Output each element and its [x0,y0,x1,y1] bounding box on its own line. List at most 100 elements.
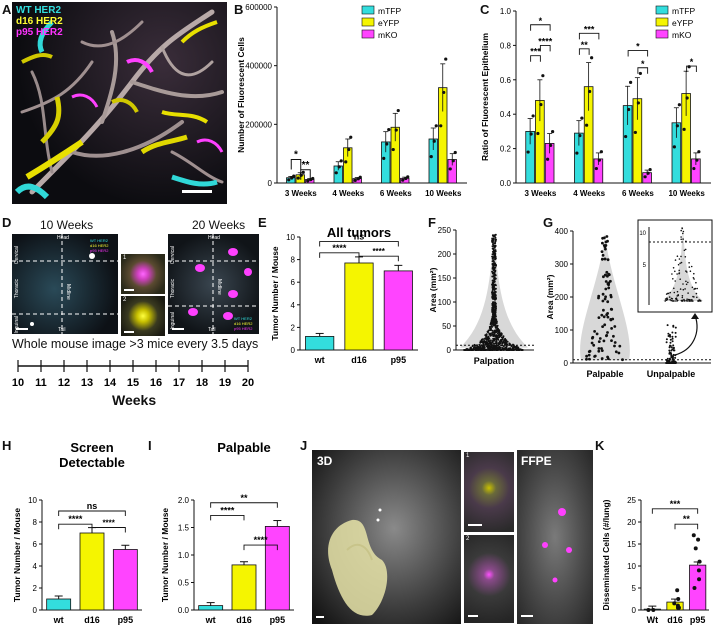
data-point [676,124,679,127]
x-tick-label: p95 [391,355,407,365]
data-point [678,270,680,272]
data-point [685,249,687,251]
data-point [601,242,604,245]
data-point [492,296,494,298]
data-point [598,159,601,162]
y-tick-label: 6 [33,540,38,549]
data-point [610,296,613,299]
data-point [591,337,594,340]
data-point [669,296,671,298]
data-point [615,350,618,353]
data-point [672,278,674,280]
chart-h: ScreenDetectable0246810Tumor Number / Mo… [2,438,146,631]
data-point [605,334,608,337]
x-tick-label: 3 Weeks [524,189,556,198]
data-point [669,346,671,348]
y-axis-label: Tumor Number / Mouse [12,508,22,603]
data-point [496,336,498,338]
data-point [676,597,680,601]
data-point [605,280,608,283]
timeline-tick-label: 18 [196,377,208,389]
data-point [492,323,494,325]
sig-label: *** [530,47,541,57]
data-point [610,327,613,330]
data-point [397,109,400,112]
data-point [479,348,481,350]
y-tick-label: 250 [438,226,452,235]
data-point [683,231,685,233]
data-point [588,350,591,353]
data-point [435,124,438,127]
data-point [492,284,494,286]
data-point [493,269,495,271]
y-axis-label: Ratio of Fluorescent Epithelium [480,33,490,161]
data-point [494,299,496,301]
data-point [606,235,609,238]
legend-label-eYFP: eYFP [378,18,400,28]
data-point [674,357,676,359]
data-point [671,336,673,338]
data-point [492,235,494,237]
data-point [495,342,497,344]
data-point [671,332,673,334]
legend-label-eYFP: eYFP [672,18,694,28]
data-point [639,72,642,75]
y-tick-label: 1.5 [178,524,190,533]
data-point [670,342,672,344]
inset-arrow-head [691,313,699,319]
data-point [495,237,497,239]
data-point [607,316,610,319]
data-point [683,299,685,301]
data-point [695,282,697,284]
bar-p95 [113,550,137,611]
data-point [647,172,650,175]
data-point [476,349,478,351]
data-point [344,160,347,163]
data-point [668,361,670,363]
data-point [487,331,489,333]
y-tick-label: 4 [33,562,38,571]
data-point [686,300,688,302]
chart-title: Palpable [217,440,270,455]
data-point [503,335,505,337]
data-point [677,294,679,296]
data-point [611,318,614,321]
panel-d-inset-2: 2 [121,296,165,336]
data-point [610,308,613,311]
data-point [494,239,496,241]
data-point [530,132,533,135]
data-point [675,259,677,261]
data-point [686,298,688,300]
data-point [675,327,677,329]
data-point [492,280,494,282]
y-tick-label: 8 [33,518,38,527]
chart-e: All tumors0246810Tumor Number / Mousewt d… [260,215,425,375]
timeline-tick-label: 14 [104,377,117,389]
data-point [483,346,485,348]
data-point [594,355,597,358]
data-point [692,167,695,170]
y-tick-label: 400000 [245,62,272,71]
data-point [692,296,694,298]
x-tick-label: p95 [690,615,706,625]
x-tick-label: d16 [84,615,100,625]
data-point [670,339,672,341]
data-point [490,339,492,341]
data-point [492,240,494,242]
data-point [501,349,503,351]
data-point [666,341,668,343]
data-point [679,258,681,260]
data-point [694,288,696,290]
data-point [481,348,483,350]
region-cervical-left: Cervical [14,246,20,264]
d-legend-p95: p95 HER2 [234,326,252,331]
y-tick-label: 200 [438,250,452,259]
y-tick-label: 200000 [245,120,272,129]
data-point [338,165,341,168]
data-point [670,350,672,352]
y-tick-label: 1.0 [500,7,512,16]
panel-a-image: WT HER2 d16 HER2 p95 HER2 [12,2,227,204]
data-point [593,330,596,333]
data-point [600,314,603,317]
y-tick-label: 0.2 [500,145,512,154]
